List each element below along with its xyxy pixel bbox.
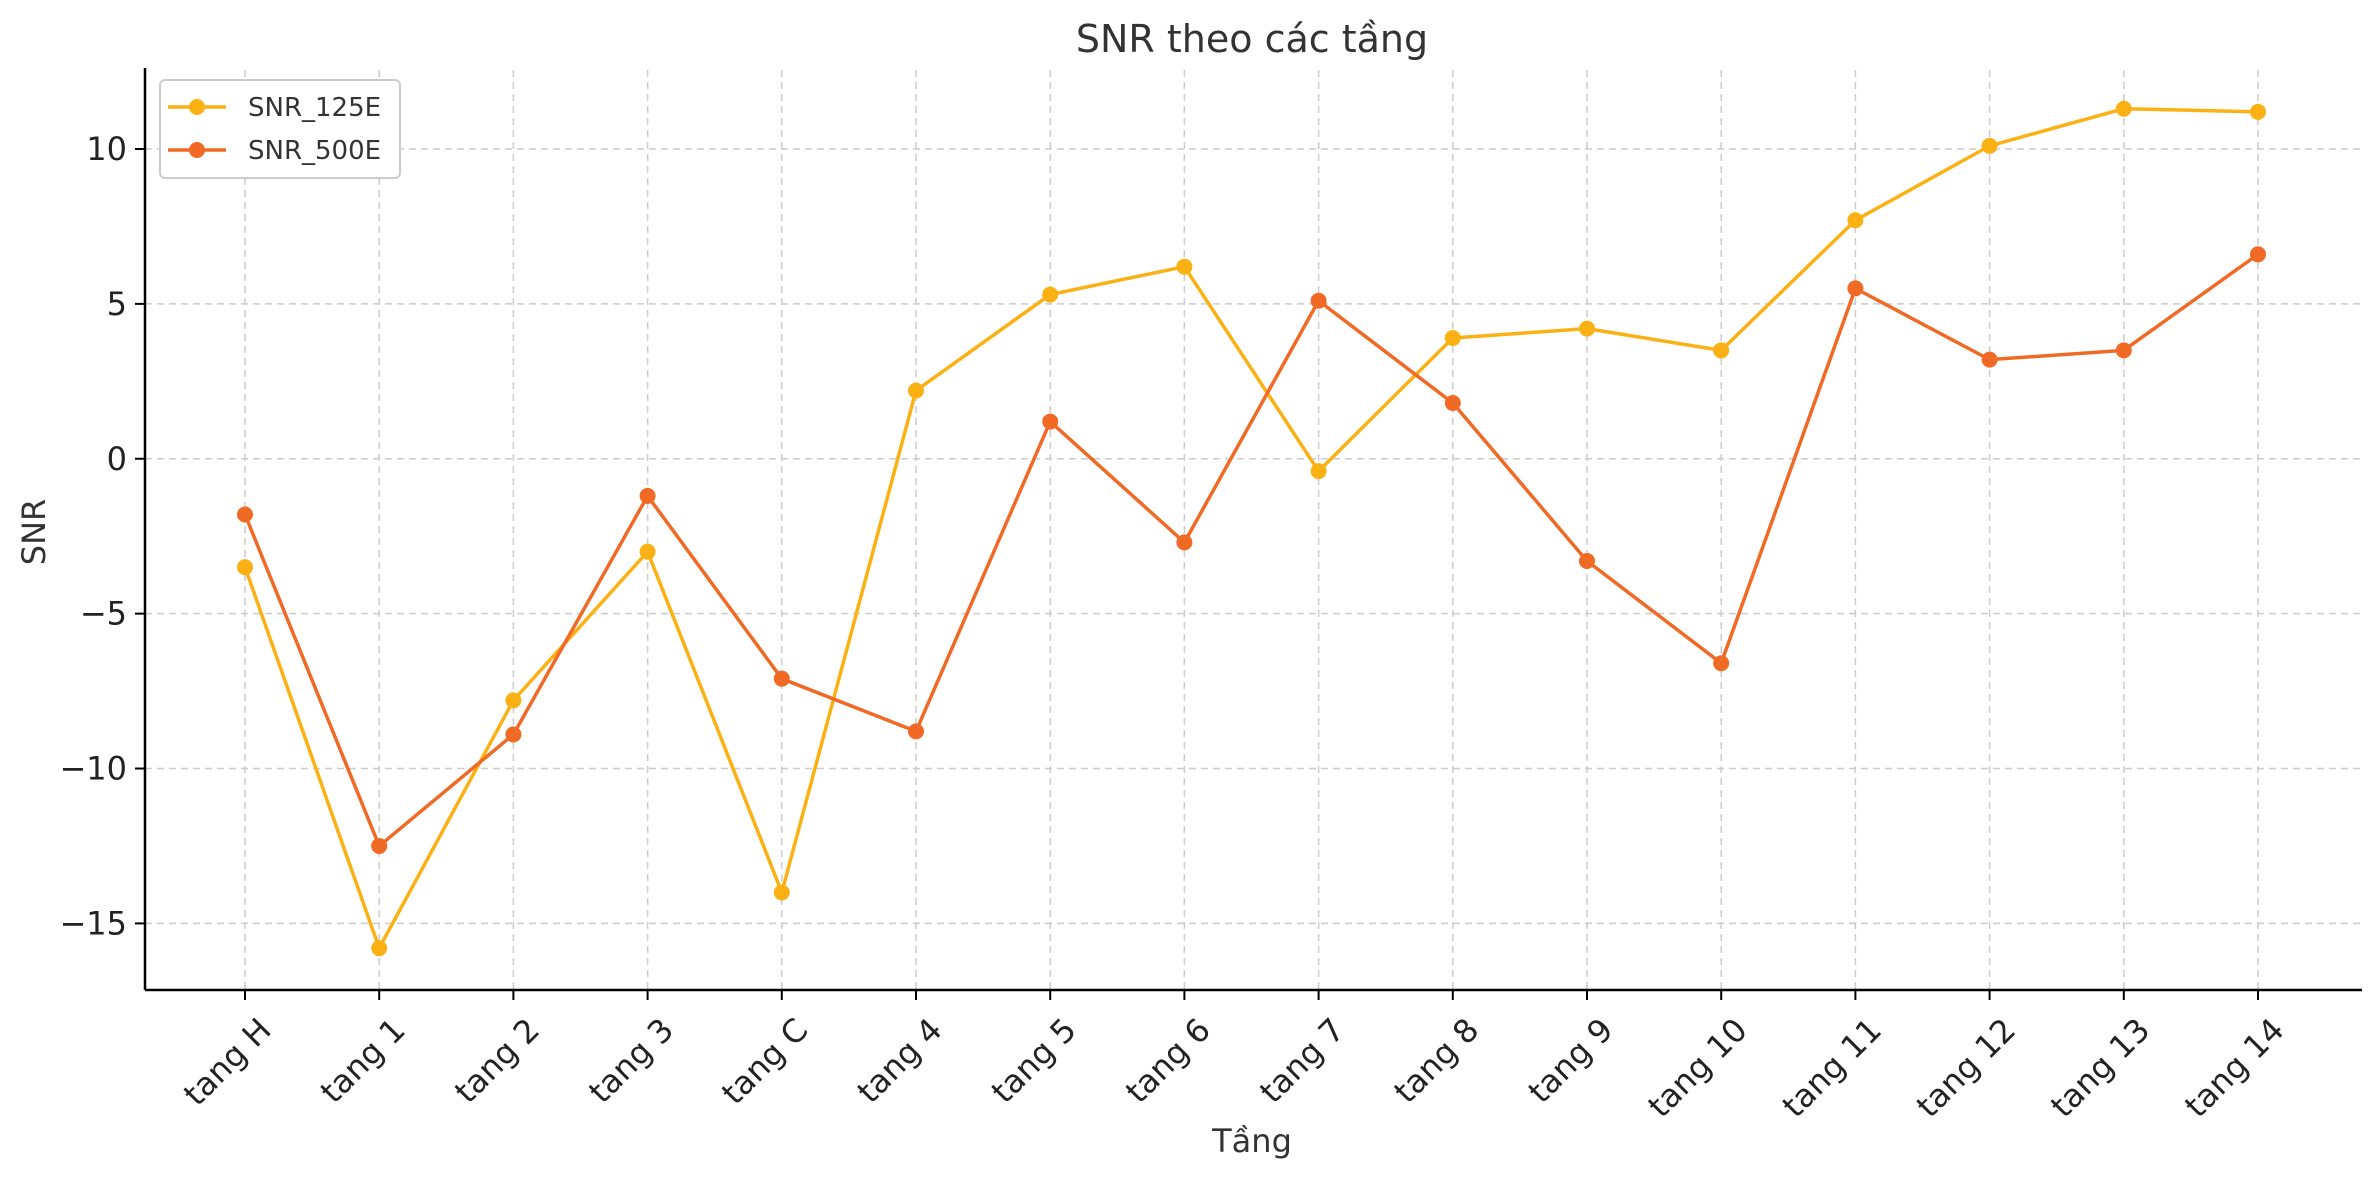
- x-tick-label: tang 2: [447, 1011, 547, 1111]
- series-snr-500e: [237, 246, 2266, 854]
- x-tick-label: tang 4: [850, 1011, 950, 1111]
- x-tick-label: tang H: [176, 1011, 279, 1114]
- y-tick-label: 0: [107, 440, 127, 478]
- data-point: [1847, 280, 1864, 297]
- x-tick-label: tang 7: [1252, 1011, 1352, 1111]
- x-tick-label: tang 12: [1909, 1011, 2023, 1125]
- y-tick-label: 5: [107, 285, 127, 323]
- data-point: [1444, 329, 1461, 346]
- series-line: [243, 106, 2259, 950]
- data-point: [908, 723, 924, 740]
- x-tick-label: tang 10: [1640, 1011, 1754, 1125]
- grid: [145, 70, 2362, 990]
- data-point: [1713, 655, 1730, 672]
- y-tick-label: −5: [80, 595, 127, 633]
- data-point: [2250, 246, 2266, 263]
- series-group: [237, 100, 2266, 957]
- x-tick-label: tang 13: [2043, 1011, 2157, 1125]
- legend-marker-snr-125e: [189, 99, 205, 115]
- x-tick-label: tang 6: [1118, 1011, 1218, 1111]
- data-point: [237, 506, 253, 523]
- data-point: [1444, 394, 1461, 411]
- data-point: [1176, 534, 1193, 551]
- data-point: [639, 543, 656, 560]
- data-point: [1847, 212, 1864, 229]
- x-tick-label: tang 3: [581, 1011, 681, 1111]
- legend-label-snr-125e: SNR_125E: [248, 93, 381, 123]
- data-point: [639, 487, 656, 504]
- data-point: [908, 382, 924, 399]
- data-point: [1042, 286, 1059, 303]
- data-point: [1981, 351, 1998, 368]
- data-point: [1310, 292, 1327, 309]
- y-tick-label: −15: [59, 904, 127, 942]
- data-point: [2115, 100, 2132, 117]
- data-point: [1042, 413, 1059, 430]
- data-point: [505, 692, 522, 709]
- series-line: [243, 252, 2260, 848]
- legend: SNR_125E SNR_500E: [159, 79, 401, 179]
- x-tick-label: tang C: [714, 1011, 815, 1112]
- data-point: [371, 837, 388, 854]
- data-point: [371, 940, 388, 957]
- y-tick-label: 10: [86, 130, 127, 168]
- x-axis-ticks: tang H tang 1 tang 2 tang 3 tang C tang 4 tang…: [176, 990, 2291, 1125]
- chart-title: SNR theo các tầng: [1076, 17, 1428, 61]
- x-tick-label: tang 11: [1775, 1011, 1889, 1125]
- data-point: [1713, 342, 1730, 359]
- series-snr-125e: [237, 100, 2266, 957]
- x-tick-label: tang 1: [313, 1011, 413, 1111]
- data-point: [773, 884, 790, 901]
- x-tick-label: tang 9: [1521, 1011, 1621, 1111]
- y-axis-label: SNR: [15, 499, 53, 565]
- data-point: [237, 559, 253, 576]
- x-tick-label: tang 14: [2177, 1011, 2291, 1125]
- data-point: [2115, 342, 2132, 359]
- legend-label-snr-500e: SNR_500E: [248, 136, 381, 166]
- x-tick-label: tang 5: [984, 1011, 1084, 1111]
- data-point: [505, 726, 522, 743]
- data-point: [1176, 258, 1193, 275]
- x-axis-label: Tầng: [1211, 1122, 1292, 1160]
- data-point: [1579, 552, 1595, 569]
- data-point: [1981, 137, 1998, 154]
- data-point: [1310, 463, 1327, 480]
- y-tick-label: −10: [59, 750, 127, 788]
- legend-marker-snr-500e: [189, 142, 205, 158]
- y-axis-ticks: −15 −10 −5 0 5 10: [59, 130, 145, 942]
- legend-box: [159, 79, 401, 179]
- data-point: [773, 670, 790, 687]
- data-point: [1579, 320, 1595, 337]
- axes: [143, 68, 2362, 992]
- x-tick-label: tang 8: [1386, 1011, 1486, 1111]
- data-point: [2250, 103, 2266, 120]
